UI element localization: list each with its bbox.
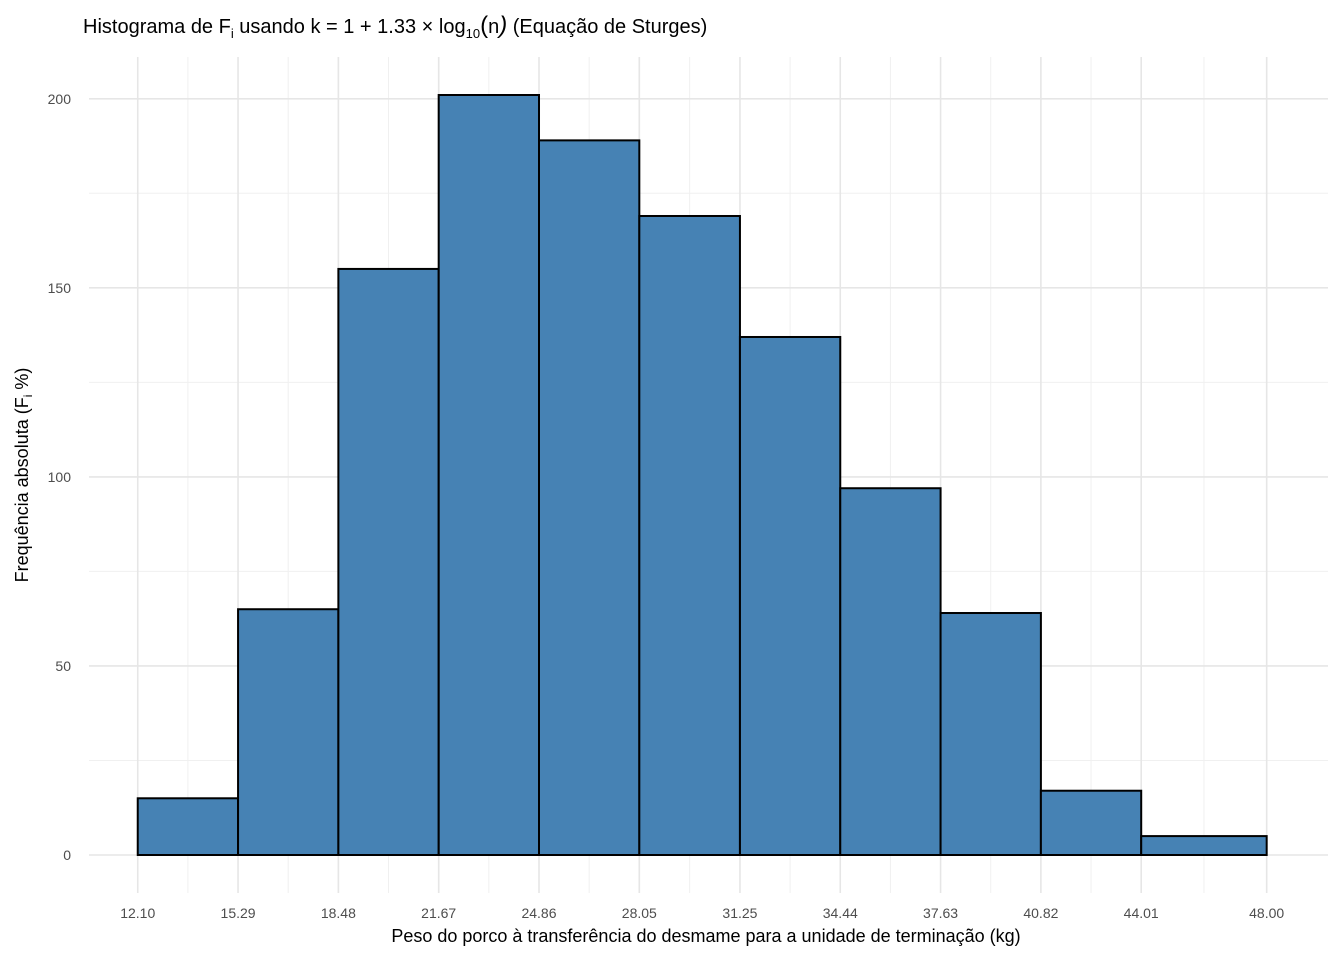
x-tick-label: 44.01: [1124, 905, 1159, 921]
x-tick-label: 37.63: [923, 905, 958, 921]
histogram-bar: [337, 267, 440, 856]
chart-title: Histograma de Fi usando k = 1 + 1.33 × l…: [83, 12, 707, 41]
histogram-bar: [839, 487, 942, 856]
y-axis-title: Frequência absoluta (Fi %): [12, 368, 35, 583]
x-tick-label: 12.10: [120, 905, 155, 921]
x-tick-label: 34.44: [823, 905, 858, 921]
y-tick-label: 200: [48, 91, 72, 107]
x-tick-label: 24.86: [521, 905, 556, 921]
y-tick-label: 150: [48, 280, 72, 296]
histogram-bar: [638, 214, 741, 857]
histogram-bar: [939, 612, 1042, 856]
y-tick-label: 50: [55, 658, 71, 674]
x-tick-label: 15.29: [221, 905, 256, 921]
x-tick-label: 21.67: [421, 905, 456, 921]
histogram-bar: [136, 797, 240, 856]
histogram-bars: [136, 94, 1268, 857]
x-axis-title: Peso do porco à transferência do desmame…: [391, 926, 1020, 946]
x-axis-tick-labels: 12.10 15.29 18.48 21.67 24.86 28.05 31.25 34.44…: [120, 905, 1284, 921]
histogram-bar: [538, 139, 641, 857]
x-tick-label: 48.00: [1249, 905, 1284, 921]
histogram-bar: [237, 608, 340, 857]
x-tick-label: 31.25: [722, 905, 757, 921]
x-tick-label: 28.05: [622, 905, 657, 921]
histogram-bar: [437, 94, 541, 856]
histogram-bar: [1039, 789, 1143, 856]
y-tick-label: 0: [63, 847, 71, 863]
x-tick-label: 18.48: [321, 905, 356, 921]
y-axis-tick-labels: 0 50 100 150 200: [48, 91, 72, 863]
y-tick-label: 100: [48, 469, 72, 485]
histogram-bar: [738, 335, 842, 856]
histogram-bar: [1140, 835, 1268, 857]
x-tick-label: 40.82: [1023, 905, 1058, 921]
